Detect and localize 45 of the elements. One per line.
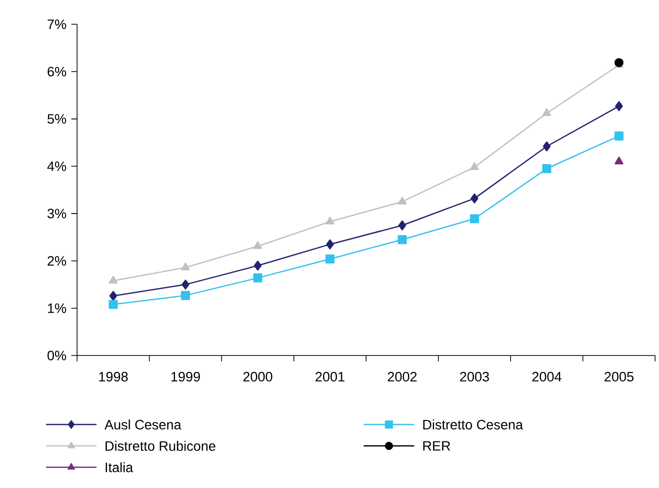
y-tick-label: 4% — [47, 162, 66, 172]
y-tick-label: 1% — [48, 304, 66, 314]
legend-label: Distretto Cesena — [423, 420, 524, 430]
legend-label: Italia — [106, 462, 134, 472]
point — [253, 241, 262, 250]
legend-label: Ausl Cesena — [104, 420, 182, 430]
y-tick-label: 3% — [48, 208, 66, 219]
x-tick-label: 2000 — [243, 372, 272, 382]
y-tick-label: 5% — [48, 114, 66, 124]
point — [108, 276, 118, 284]
y-tick-label: 2% — [48, 256, 66, 266]
point — [108, 300, 118, 310]
point — [542, 142, 551, 152]
y-tick-label: 0% — [48, 350, 66, 361]
x-tick-label: 1999 — [171, 372, 200, 382]
point — [326, 240, 334, 250]
x-tick-label: 2003 — [460, 372, 489, 382]
point — [254, 260, 262, 271]
y-tick-label: 7% — [48, 20, 66, 30]
y-tick-label: 6% — [48, 66, 66, 77]
x-tick-label: 2004 — [532, 372, 562, 382]
legend-label: Distretto Rubicone — [106, 441, 216, 452]
point — [470, 162, 479, 170]
point — [253, 274, 262, 283]
point — [398, 196, 407, 205]
point — [398, 235, 407, 244]
point — [181, 262, 190, 270]
point — [109, 291, 118, 302]
point — [326, 216, 334, 225]
point — [470, 214, 479, 224]
point — [542, 108, 552, 116]
point — [398, 220, 406, 231]
point — [615, 101, 623, 112]
point — [182, 280, 190, 290]
x-tick-label: 2005 — [604, 372, 634, 382]
point — [470, 194, 478, 204]
x-tick-label: 2002 — [388, 372, 417, 382]
legend-label: RER — [423, 441, 450, 451]
x-tick-label: 2001 — [316, 372, 344, 382]
point — [180, 291, 190, 300]
point — [542, 164, 552, 174]
point — [325, 254, 334, 264]
point — [614, 132, 624, 141]
point — [614, 156, 624, 164]
x-tick-label: 1998 — [99, 372, 128, 382]
